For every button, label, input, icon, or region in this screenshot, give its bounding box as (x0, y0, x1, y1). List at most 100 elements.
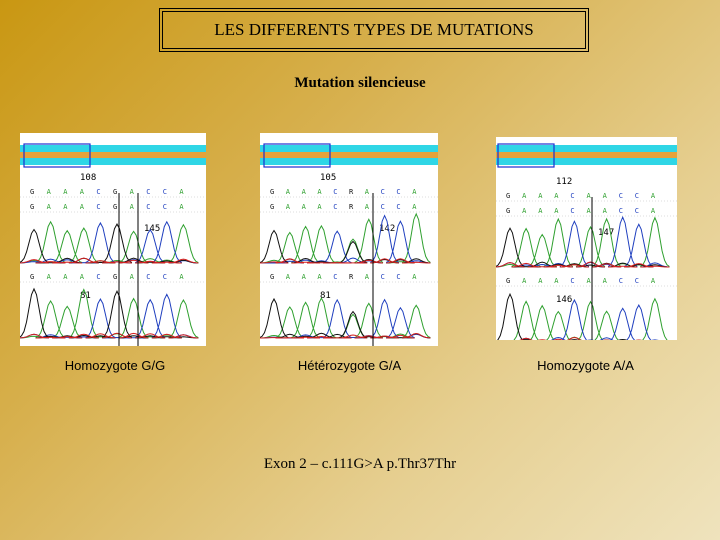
base-call: G (30, 273, 34, 281)
base-call: G (506, 192, 510, 200)
base-call: A (47, 188, 52, 196)
trace-a (20, 288, 199, 339)
base-call: A (603, 207, 608, 215)
base-call: C (96, 273, 100, 281)
base-call: C (635, 207, 639, 215)
base-call: C (146, 188, 150, 196)
caption-homozygote-aa: Homozygote A/A (537, 358, 634, 373)
reference-stripe-orange (496, 152, 677, 158)
trace-a (20, 220, 199, 264)
base-call: A (412, 273, 417, 281)
base-call: A (651, 192, 656, 200)
base-call: C (96, 203, 100, 211)
position-label: 81 (320, 291, 331, 301)
position-label: 145 (144, 224, 160, 234)
slide-title: LES DIFFERENTS TYPES DE MUTATIONS (159, 8, 589, 52)
base-call: G (30, 188, 34, 196)
base-call: G (506, 277, 510, 285)
reference-stripe-cyan (496, 158, 677, 165)
position-label: 108 (80, 173, 96, 183)
base-call: A (47, 273, 52, 281)
base-call: C (333, 188, 337, 196)
base-call: A (302, 188, 307, 196)
trace-g (496, 227, 670, 268)
base-call: G (113, 273, 117, 281)
reference-stripe-cyan (20, 158, 206, 165)
base-call: A (317, 273, 322, 281)
caption-homozygote-gg: Homozygote G/G (64, 358, 166, 373)
base-call: G (113, 203, 117, 211)
base-call: C (396, 203, 400, 211)
position-label: 112 (556, 177, 572, 187)
trace-t (20, 332, 199, 339)
base-call: G (270, 273, 274, 281)
base-call: C (381, 188, 385, 196)
base-call: A (538, 192, 543, 200)
base-call: A (317, 188, 322, 196)
trace-g (20, 223, 199, 264)
position-label: 146 (556, 295, 572, 305)
base-call: C (381, 203, 385, 211)
base-call: R (349, 203, 354, 211)
selection-box (263, 143, 331, 168)
base-call: R (349, 188, 354, 196)
base-call: A (286, 203, 291, 211)
trace-t (519, 336, 643, 340)
base-call: C (333, 273, 337, 281)
reference-stripe-cyan (496, 145, 677, 152)
base-call: A (80, 188, 85, 196)
base-call: A (63, 188, 68, 196)
base-call: A (179, 188, 184, 196)
base-call: A (80, 273, 85, 281)
base-call: A (554, 207, 559, 215)
slide-subtitle: Mutation silencieuse (294, 75, 426, 91)
base-call: A (286, 273, 291, 281)
base-call: A (302, 273, 307, 281)
base-call: A (302, 203, 307, 211)
base-call: C (146, 203, 150, 211)
base-call: C (96, 188, 100, 196)
base-call: G (30, 203, 34, 211)
base-call: C (381, 273, 385, 281)
base-call: A (365, 273, 370, 281)
base-call: A (47, 203, 52, 211)
selection-box (497, 143, 555, 168)
base-call: G (113, 188, 117, 196)
base-call: G (270, 188, 274, 196)
base-call: A (554, 277, 559, 285)
trace-c (20, 293, 199, 339)
base-call: A (130, 188, 135, 196)
base-call: C (619, 207, 623, 215)
base-call: A (130, 203, 135, 211)
base-call: A (63, 203, 68, 211)
trace-t (20, 257, 199, 264)
chromatogram-panel-homozygote-gg: 108 145 81 G A A A C G A C C A G A A A C G A C C A G A A A C G A C C A (20, 133, 206, 346)
exon-annotation: Exon 2 – c.111G>A p.Thr37Thr (263, 456, 457, 472)
base-call: A (587, 277, 592, 285)
base-call: C (570, 192, 574, 200)
base-call: A (317, 203, 322, 211)
position-label: 105 (320, 173, 336, 183)
base-call: A (365, 203, 370, 211)
trace-g (20, 287, 199, 339)
base-call: C (163, 203, 167, 211)
base-call: A (80, 203, 85, 211)
base-call: A (522, 207, 527, 215)
base-call: A (603, 192, 608, 200)
base-call: C (635, 277, 639, 285)
base-call: A (587, 192, 592, 200)
trace-c (519, 298, 659, 340)
base-call: A (538, 207, 543, 215)
caption-heterozygote-ga: Hétérozygote G/A (297, 358, 402, 373)
base-call: A (651, 207, 656, 215)
reference-stripe-cyan (260, 145, 438, 152)
position-label: 147 (598, 228, 614, 238)
trace-c (260, 214, 431, 264)
trace-g (496, 292, 642, 340)
base-call: C (146, 273, 150, 281)
base-call: G (506, 207, 510, 215)
base-call: A (63, 273, 68, 281)
trace-c (20, 220, 199, 264)
base-call: A (587, 207, 592, 215)
